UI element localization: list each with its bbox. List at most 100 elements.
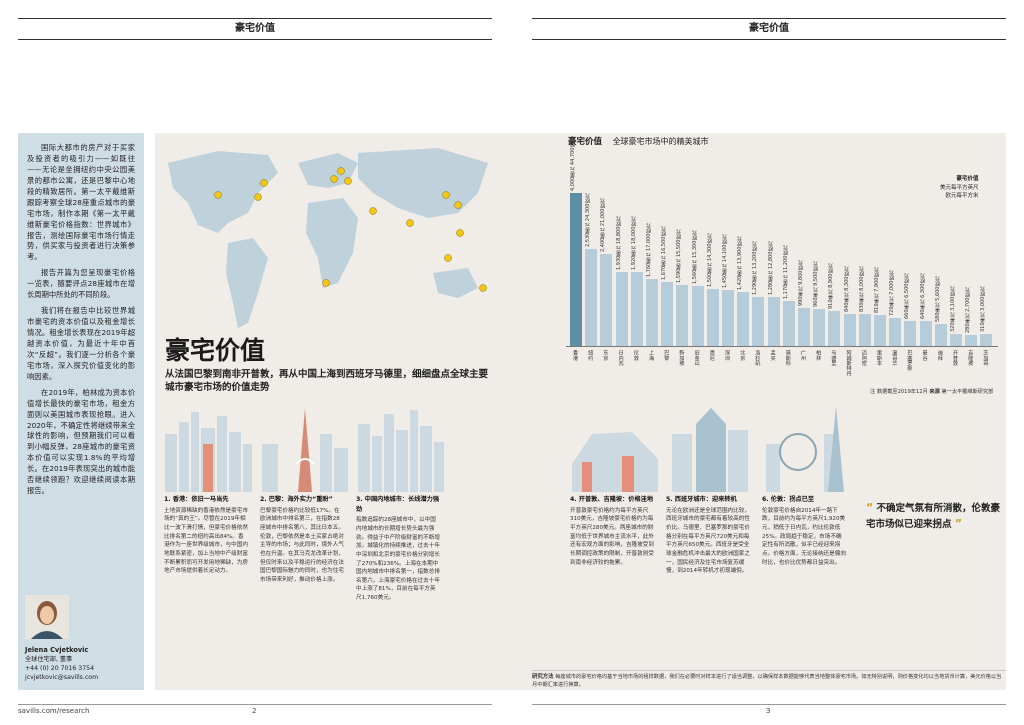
spain-illustration — [672, 408, 748, 492]
right-footer: 3 — [532, 704, 1006, 718]
page-subtitle: 从法国巴黎到南非开普敦，再从中国上海到西班牙马德里，细细盘点全球主要城市豪宅市场… — [165, 369, 489, 394]
page-number-right: 3 — [766, 707, 771, 715]
chart-value-label: 640美元 6,300欧元 — [919, 274, 926, 320]
chart-value-label: 280美元 2,700欧元 — [965, 287, 972, 334]
chart-bar — [889, 318, 902, 346]
chart-category-label: 迪拜 — [936, 350, 943, 361]
legend-title: 豪宅价值 — [956, 176, 979, 182]
chart-category-label: 柏林 — [815, 350, 822, 361]
chart-bar — [904, 320, 917, 346]
left-header: 豪宅价值 — [18, 18, 492, 40]
chart-value-label: 1,500美元 14,300欧元 — [706, 233, 713, 287]
sidebar-paragraph: 国际大都市的房产对于买家及投资者的吸引力——如既往——无论是坐拥纽约中央公园美景… — [27, 143, 135, 262]
chart-bar — [828, 311, 841, 346]
chart-category-label: 迈阿密 — [860, 350, 867, 366]
chart-bar — [767, 296, 780, 346]
sidebar-paragraph: 报告开篇为您呈现豪宅价格一览表，随要评点28座城市在增长周期中所处的不同阶段。 — [27, 268, 135, 300]
card-text: 土地资源稀缺的香港依然是豪宅市场的“真的王”。尽管在2019年相比一波下滑打情，… — [164, 507, 248, 575]
chart-bar — [600, 254, 613, 346]
quote-close-mark: ” — [954, 516, 963, 530]
chart-bar — [813, 309, 826, 346]
chart-title: 豪宅价值 — [568, 137, 603, 147]
chart-category-label: 伦敦 — [632, 350, 639, 361]
chart-bar — [934, 323, 947, 346]
chart-bar — [570, 192, 582, 346]
chart-category-label: 日内瓦 — [617, 350, 624, 366]
chart-legend: 豪宅价值 美元每平方英尺 欧元每平方米 — [940, 175, 979, 201]
chart-category-label: 马德里 — [830, 350, 837, 366]
chart-category-label: 温哥华 — [891, 350, 898, 366]
legend-line1: 美元每平方英尺 — [940, 184, 979, 191]
chart-source-label: 来源 — [929, 389, 940, 395]
chart-category-label: 开普敦 — [952, 350, 958, 366]
author-phone: +44 (0) 20 7016 3754 — [25, 664, 95, 672]
method-label: 研究方法 — [532, 674, 554, 680]
chart-value-label: 310美元 3,000欧元 — [980, 286, 987, 333]
author-email[interactable]: jcvjetkovic@savills.com — [25, 673, 99, 681]
quote-open-mark: “ — [866, 501, 874, 514]
methodology-note: 研究方法 每座城市的豪宅价格均基于当地市场的租样数据，我们在必要时对样本进行了适… — [532, 670, 1006, 690]
chart-bar — [919, 321, 932, 346]
chart-category-label: 纽约 — [587, 350, 594, 361]
chart-bar — [646, 278, 658, 346]
pull-quote: “ 不确定气氛有所消散，伦敦豪宅市场似已迎来拐点 ” — [866, 500, 1006, 532]
chart-value-label: 1,920美元 18,000欧元 — [630, 216, 637, 271]
chart-category-label: 深圳 — [724, 350, 730, 361]
card-text: 巴黎豪宅价格约比较低17%。在欧洲城市中排名第三，在指数28座城市中排名第八，其… — [260, 507, 344, 583]
sidebar-paragraph: 我们将在报告中比较世界城市豪宅的资本价值以及租金增长情况。租金增长表现在2019… — [27, 306, 135, 381]
london-illustration — [766, 406, 844, 492]
chart-category-label: 上海 — [648, 350, 654, 361]
chart-value-label: 910美元 8,900欧元 — [828, 263, 835, 310]
chart-note-date: 注 数据截至2019年12月 — [870, 389, 928, 395]
chart-category-label: 香港 — [572, 350, 578, 361]
chart-source: 第一太平戴维斯研究部 — [941, 389, 994, 395]
card-spain: 5. 西班牙城市：迎来转机 无论在欧洲还是全球范围内比较，西班牙城市的豪宅都有着… — [666, 495, 750, 576]
chart-bar — [874, 314, 886, 346]
chart-value-label: 1,420美元 13,900欧元 — [737, 236, 744, 290]
legend-line2: 欧元每平方米 — [945, 193, 979, 200]
chart-bar — [737, 291, 750, 346]
chart-bar — [782, 301, 795, 346]
chart-value-label: 320美元 3,100欧元 — [950, 286, 956, 332]
chart-value-label: 1,450美元 14,100欧元 — [722, 235, 728, 289]
chart-bar — [965, 335, 978, 346]
card-text: 指数追踪的28座城市中，以中国内地城市的长期增长势头最为强劲。得益于中产阶级财富… — [356, 517, 440, 602]
page-title: 豪宅价值 — [165, 336, 266, 365]
cape-town-illustration — [572, 432, 658, 492]
chart-note: 注 数据截至2019年12月 来源 第一太平戴维斯研究部 — [870, 388, 993, 395]
china-cities-illustration — [358, 410, 444, 492]
chart-bar — [798, 308, 810, 346]
chart-bar — [843, 313, 856, 346]
card-title: 6. 伦敦：拐点已至 — [762, 496, 815, 503]
card-text: 开普敦豪宅价格约为每平方英尺310美元，吉隆坡豪宅价格约为每平方英尺280美元。… — [570, 507, 654, 566]
chart-category-label: 曼谷 — [921, 350, 928, 361]
chart-category-label: 巴塞罗那 — [906, 350, 913, 371]
right-header: 豪宅价值 — [532, 18, 1006, 40]
chart-value-label: 1,560美元 15,300欧元 — [691, 230, 698, 285]
card-china: 3. 中国内地城市：长线潜力强劲 指数追踪的28座城市中，以中国内地城市的长期增… — [356, 495, 440, 603]
chart-value-label: 4,000美元 44,700欧元 — [570, 137, 576, 191]
chart-bar — [722, 290, 734, 346]
chart-axis — [566, 346, 998, 347]
footer-site-link[interactable]: savills.com/research — [18, 707, 90, 715]
right-panel — [512, 133, 1006, 690]
world-map-illustration — [168, 148, 488, 328]
chart-category-label: 洛杉矶 — [754, 350, 761, 366]
chart-bar — [858, 314, 871, 346]
card-cape-town-kl: 4. 开普敦、吉隆坡：价格洼地 开普敦豪宅价格约为每平方英尺310美元，吉隆坡豪… — [570, 495, 654, 567]
left-footer: savills.com/research 2 — [18, 704, 492, 718]
chart-value-label: 2,530美元 24,300欧元 — [585, 193, 592, 248]
card-title: 3. 中国内地城市：长线潜力强劲 — [356, 496, 440, 513]
card-paris: 2. 巴黎：海外实力“重盼” 巴黎豪宅价格约比较低17%。在欧洲城市中排名第三，… — [260, 495, 344, 585]
card-text: 伦敦豪宅价格自2014年一路下跌，目前约为每平方英尺1,920美元，稍低于日内瓦… — [762, 507, 846, 566]
author-block: Jelena Cvjetkovic 全球住宅部, 董事 +44 (0) 20 7… — [25, 646, 98, 683]
chart-category-label: 莫斯科 — [784, 350, 791, 366]
chart-value-label: 580美元 5,600欧元 — [934, 276, 941, 322]
sidebar-paragraph: 在2019年，柏林成为资本价值增长最快的豪宅市场，租金方面则以美国城市表现抢眼。… — [27, 387, 135, 496]
card-title: 4. 开普敦、吉隆坡：价格洼地 — [570, 496, 654, 503]
card-title: 5. 西班牙城市：迎来转机 — [666, 496, 737, 503]
chart-category-label: 里斯本 — [876, 350, 882, 366]
author-name: Jelena Cvjetkovic — [25, 646, 89, 654]
quote-text: 不确定气氛有所消散，伦敦豪宅市场似已迎来拐点 — [866, 503, 1001, 530]
card-hong-kong: 1. 香港：依旧一马当先 土地资源稀缺的香港依然是豪宅市场的“真的王”。尽管在2… — [164, 495, 248, 576]
